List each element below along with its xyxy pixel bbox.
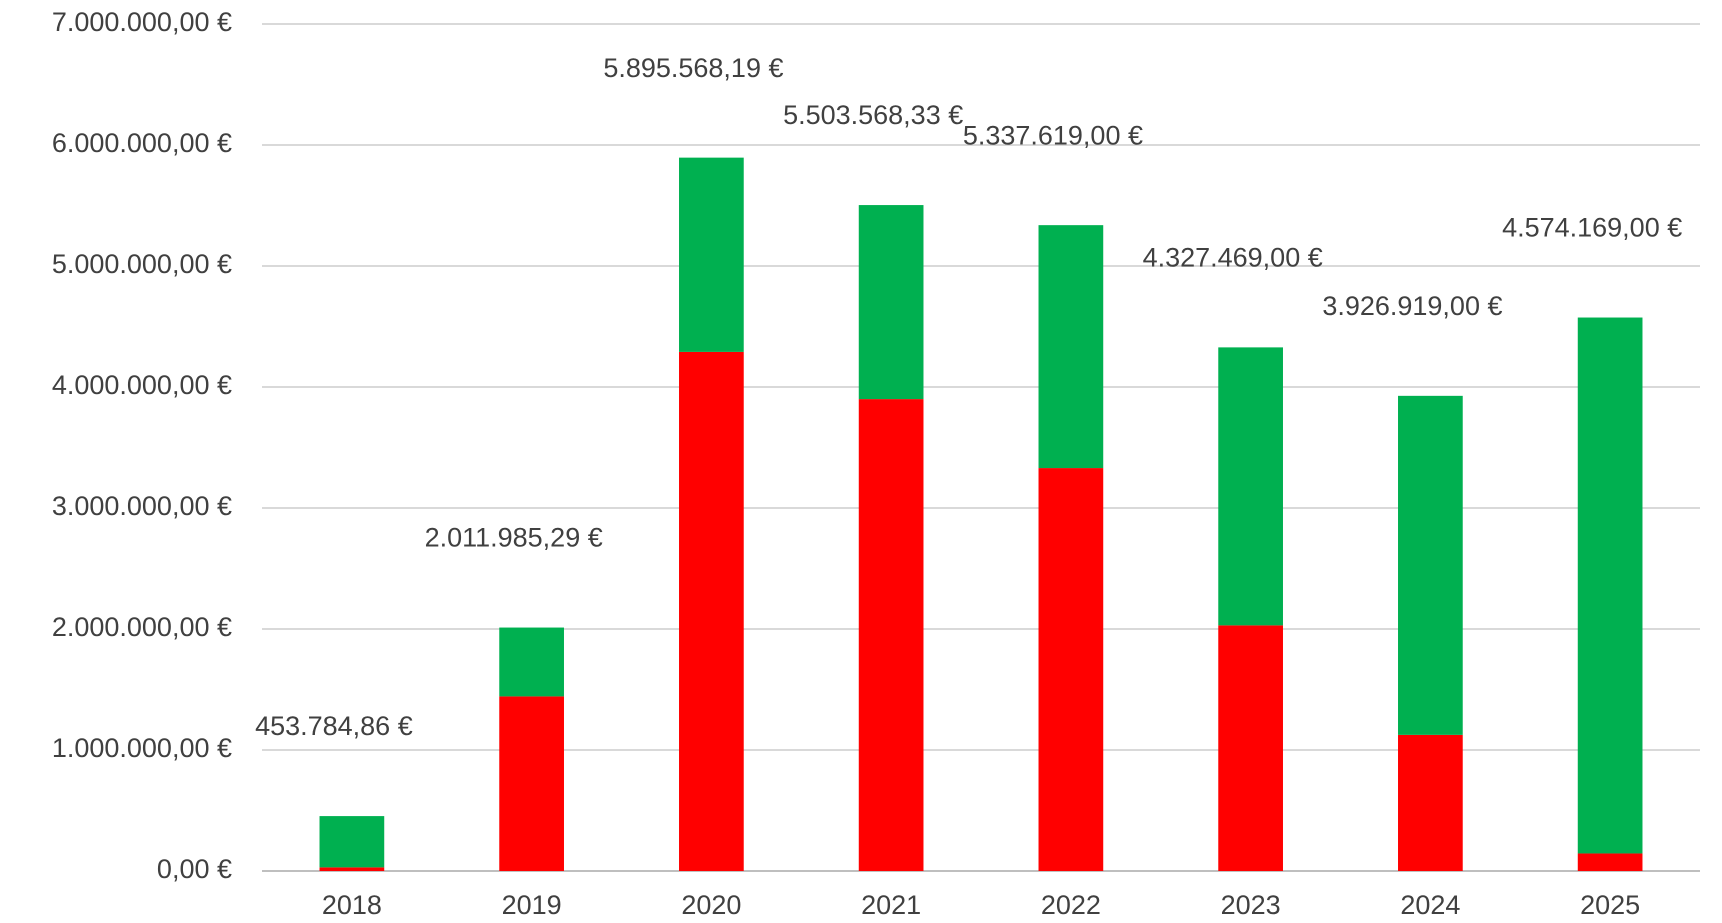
total-label: 4.327.469,00 € bbox=[1143, 243, 1323, 273]
x-tick-label: 2021 bbox=[861, 890, 921, 920]
x-tick-label: 2019 bbox=[502, 890, 562, 920]
bar-segment bbox=[1398, 734, 1463, 871]
bar-segment bbox=[858, 399, 924, 871]
y-tick-label: 0,00 € bbox=[157, 854, 232, 884]
bar-segment bbox=[1577, 853, 1643, 871]
bar-segment bbox=[858, 205, 924, 400]
x-tick-label: 2018 bbox=[322, 890, 382, 920]
bar-segment bbox=[1398, 395, 1463, 735]
y-tick-label: 4.000.000,00 € bbox=[52, 370, 232, 400]
total-label: 5.895.568,19 € bbox=[603, 53, 783, 83]
y-tick-label: 6.000.000,00 € bbox=[52, 128, 232, 158]
bar-segment bbox=[499, 696, 564, 871]
y-tick-label: 2.000.000,00 € bbox=[52, 612, 232, 642]
y-tick-label: 7.000.000,00 € bbox=[52, 7, 232, 37]
total-label: 5.503.568,33 € bbox=[783, 100, 963, 130]
total-label: 4.574.169,00 € bbox=[1502, 213, 1682, 243]
y-tick-label: 1.000.000,00 € bbox=[52, 733, 232, 763]
x-tick-label: 2025 bbox=[1580, 890, 1640, 920]
y-tick-label: 5.000.000,00 € bbox=[52, 249, 232, 279]
bar-segment bbox=[1038, 225, 1104, 469]
bar-segment bbox=[499, 627, 564, 697]
bar-segment bbox=[679, 351, 744, 871]
bar-segment bbox=[679, 157, 744, 352]
bar-segment bbox=[319, 816, 385, 868]
bar-segment bbox=[1218, 625, 1283, 871]
bar-segment bbox=[319, 867, 385, 871]
total-label: 5.337.619,00 € bbox=[963, 120, 1143, 150]
bar-segment bbox=[1218, 347, 1283, 626]
total-label: 3.926.919,00 € bbox=[1322, 291, 1502, 321]
y-tick-label: 3.000.000,00 € bbox=[52, 491, 232, 521]
x-tick-label: 2022 bbox=[1041, 890, 1101, 920]
total-label: 2.011.985,29 € bbox=[425, 523, 603, 553]
bar-segment bbox=[1038, 468, 1104, 871]
bar-segment bbox=[1577, 317, 1643, 854]
x-tick-label: 2024 bbox=[1400, 890, 1460, 920]
total-label: 453.784,86 € bbox=[255, 711, 413, 741]
x-tick-label: 2023 bbox=[1221, 890, 1281, 920]
x-tick-label: 2020 bbox=[681, 890, 741, 920]
